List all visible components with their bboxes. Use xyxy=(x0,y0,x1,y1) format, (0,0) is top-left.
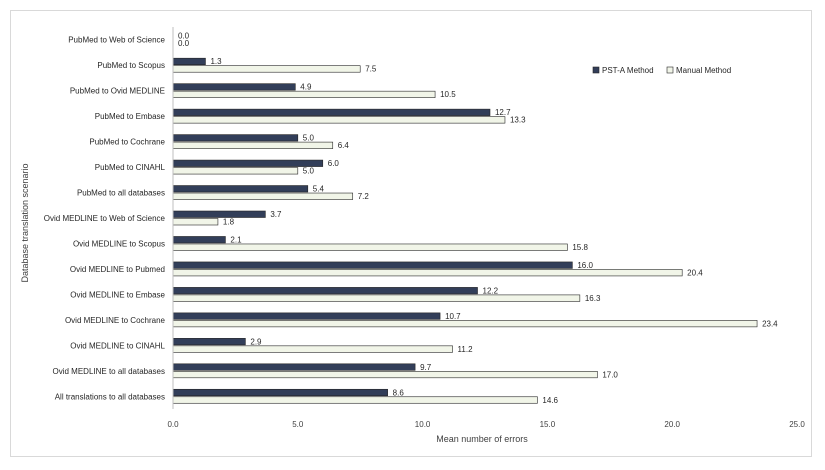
bar-pst-a xyxy=(172,159,324,167)
category-label: PubMed to Scopus xyxy=(97,61,165,70)
bar-pst-a xyxy=(172,83,296,91)
bar-pst-a xyxy=(172,108,491,116)
category-label: Ovid MEDLINE to Pubmed xyxy=(70,265,165,274)
category-label: PubMed to Cochrane xyxy=(89,138,165,147)
category-label: Ovid MEDLINE to Embase xyxy=(70,290,165,299)
category-label: PubMed to CINAHL xyxy=(95,163,166,172)
x-tick-label: 5.0 xyxy=(292,420,304,429)
bar-manual xyxy=(172,396,538,404)
legend-swatch-manual xyxy=(666,66,674,74)
data-label-pst-a: 12.7 xyxy=(495,108,511,117)
data-label-pst-a: 2.1 xyxy=(230,235,242,244)
data-label-pst-a: 1.3 xyxy=(210,57,222,66)
data-label-pst-a: 16.0 xyxy=(577,261,593,270)
bar-pst-a xyxy=(172,261,573,269)
x-tick-label: 15.0 xyxy=(540,420,556,429)
data-label-pst-a: 4.9 xyxy=(300,83,312,92)
bar-manual xyxy=(172,167,299,175)
data-label-manual: 6.4 xyxy=(338,141,350,150)
data-label-pst-a: 12.2 xyxy=(483,286,499,295)
bar-manual xyxy=(172,320,758,328)
data-label-manual: 10.5 xyxy=(440,90,456,99)
data-label-manual: 15.8 xyxy=(572,243,588,252)
category-label: All translations to all databases xyxy=(55,392,165,401)
data-label-pst-a: 3.7 xyxy=(270,210,282,219)
x-tick-label: 20.0 xyxy=(664,420,680,429)
data-label-manual: 11.2 xyxy=(458,345,474,354)
data-label-manual: 7.5 xyxy=(365,65,377,74)
bar-manual xyxy=(172,192,354,200)
x-axis-ticks: 0.0 5.0 10.0 15.0 20.0 25.0 xyxy=(167,420,805,429)
bar-pst-a xyxy=(172,210,266,218)
data-label-pst-a: 8.6 xyxy=(393,388,405,397)
category-label: Ovid MEDLINE to all databases xyxy=(53,367,166,376)
data-label-manual: 20.4 xyxy=(687,268,703,277)
legend: PST-A Method Manual Method xyxy=(592,66,731,75)
data-label-pst-a: 5.0 xyxy=(303,134,315,143)
bar-pst-a xyxy=(172,363,416,371)
data-label-manual: 17.0 xyxy=(602,370,618,379)
bar-manual xyxy=(172,269,683,277)
data-label-manual: 7.2 xyxy=(358,192,370,201)
category-label: Ovid MEDLINE to Scopus xyxy=(73,239,165,248)
legend-swatch-pst-a xyxy=(592,66,600,74)
data-label-pst-a: 10.7 xyxy=(445,312,461,321)
bar-manual xyxy=(172,141,334,149)
bar-pst-a xyxy=(172,134,299,142)
bar-pst-a xyxy=(172,338,246,346)
bar-manual xyxy=(172,65,361,73)
data-label-manual: 1.8 xyxy=(223,218,235,227)
data-label-pst-a: 0.0 xyxy=(178,32,190,41)
category-label: PubMed to Ovid MEDLINE xyxy=(70,87,165,96)
bar-manual xyxy=(172,294,581,302)
bar-manual xyxy=(172,345,453,353)
data-label-manual: 23.4 xyxy=(762,319,778,328)
data-label-pst-a: 6.0 xyxy=(328,159,340,168)
data-label-pst-a: 9.7 xyxy=(420,363,432,372)
category-label: PubMed to Embase xyxy=(95,112,166,121)
bar-manual xyxy=(172,90,436,98)
bars-layer xyxy=(172,57,758,404)
bar-pst-a xyxy=(172,236,226,244)
legend-label-pst-a: PST-A Method xyxy=(602,66,654,75)
bar-manual xyxy=(172,218,219,226)
x-tick-label: 25.0 xyxy=(789,420,805,429)
data-label-manual: 14.6 xyxy=(542,396,558,405)
chart-frame: PubMed to Web of Science 0.0 0.0 PubMed to … xyxy=(10,10,812,457)
bar-pst-a xyxy=(172,388,388,397)
x-axis-title: Mean number of errors xyxy=(436,434,528,444)
data-label-pst-a: 5.4 xyxy=(313,185,325,194)
category-label: PubMed to Web of Science xyxy=(68,36,165,45)
bar-manual xyxy=(172,370,598,379)
data-label-manual: 5.0 xyxy=(303,167,315,176)
bar-pst-a xyxy=(172,312,441,320)
data-label-manual: 13.3 xyxy=(510,116,526,125)
data-label-pst-a: 2.9 xyxy=(250,337,262,346)
bar-pst-a xyxy=(172,57,206,66)
x-tick-label: 0.0 xyxy=(167,420,179,429)
data-label-manual: 0.0 xyxy=(178,39,190,48)
bar-pst-a xyxy=(172,185,309,193)
bar-manual xyxy=(172,116,506,124)
bar-pst-a xyxy=(172,287,478,295)
category-label: PubMed to all databases xyxy=(77,189,165,198)
category-label: Ovid MEDLINE to Cochrane xyxy=(65,316,166,325)
category-label: Ovid MEDLINE to Web of Science xyxy=(44,214,166,223)
data-label-manual: 16.3 xyxy=(585,294,601,303)
legend-label-manual: Manual Method xyxy=(676,66,731,75)
labels-layer: PubMed to Web of Science 0.00.0 PubMed to … xyxy=(44,32,778,405)
category-label: Ovid MEDLINE to CINAHL xyxy=(70,341,165,350)
x-tick-label: 10.0 xyxy=(415,420,431,429)
y-axis-title: Database translation scenario xyxy=(20,163,30,282)
bar-manual xyxy=(172,243,568,251)
